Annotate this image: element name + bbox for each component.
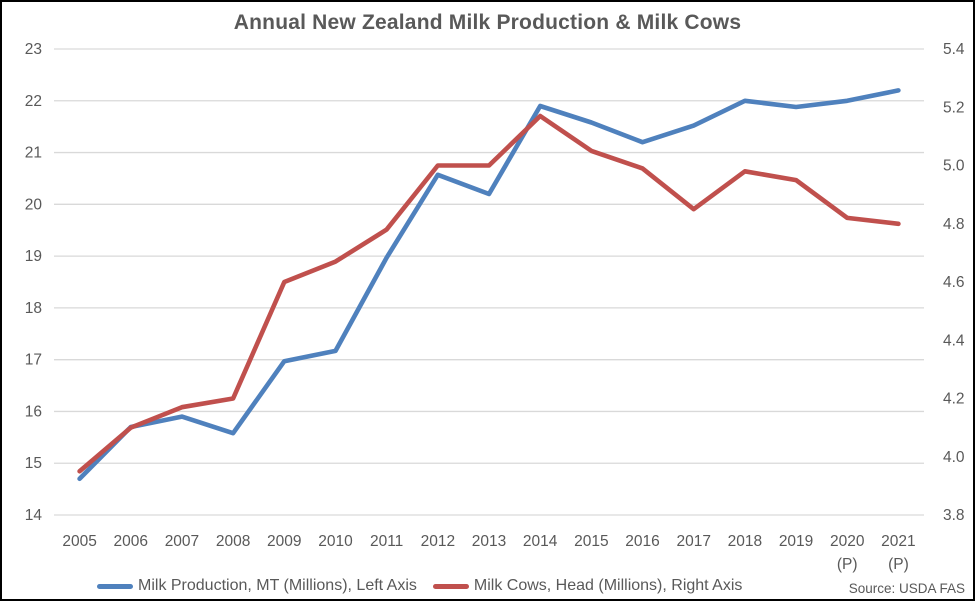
x-axis-sublabel-projected: (P)	[888, 556, 909, 573]
left-axis-tick-label: 14	[25, 507, 43, 524]
chart-title: Annual New Zealand Milk Production & Mil…	[233, 11, 742, 34]
x-axis-label: 2010	[318, 533, 353, 550]
milk-production-line-swatch	[97, 583, 133, 589]
x-axis-label: 2013	[472, 533, 506, 550]
x-axis-label: 2018	[728, 533, 762, 550]
x-axis-label: 2009	[267, 533, 301, 550]
x-axis-label: 2019	[779, 533, 813, 550]
legend: Milk Production, MT (Millions), Left Axi…	[97, 577, 742, 595]
series-line-milk-production	[77, 88, 901, 482]
x-axis-label: 2015	[574, 533, 608, 550]
right-axis-tick-label: 4.0	[943, 449, 965, 466]
right-axis-tick-label: 4.2	[943, 391, 965, 408]
x-axis-label: 2011	[370, 533, 403, 550]
x-axis-label: 2007	[165, 533, 199, 550]
right-axis-tick-label: 3.8	[943, 507, 965, 524]
x-axis-label: 2012	[421, 533, 455, 550]
left-axis-tick-label: 17	[25, 352, 42, 369]
right-axis-tick-label: 5.0	[943, 158, 965, 175]
left-axis-tick-label: 21	[25, 145, 42, 162]
x-axis-label: 2005	[62, 533, 96, 550]
x-axis-label: 2006	[114, 533, 148, 550]
x-axis-label: 2021	[881, 533, 915, 550]
legend-item-milk-production: Milk Production, MT (Millions), Left Axi…	[97, 577, 417, 595]
x-axis-label: 2020	[830, 533, 865, 550]
right-axis-tick-label: 4.4	[943, 332, 965, 349]
x-axis-label: 2014	[523, 533, 558, 550]
legend-item-milk-cows: Milk Cows, Head (Millions), Right Axis	[432, 577, 743, 595]
right-axis-tick-label: 4.8	[943, 216, 965, 233]
legend-label-milk-cows: Milk Cows, Head (Millions), Right Axis	[473, 577, 743, 594]
left-axis-tick-label: 23	[25, 41, 42, 58]
left-axis-tick-label: 22	[25, 93, 42, 110]
legend-label-milk-production: Milk Production, MT (Millions), Left Axi…	[138, 577, 417, 594]
left-axis-tick-label: 16	[25, 403, 42, 420]
left-axis-tick-label: 20	[25, 196, 43, 213]
left-axis-tick-label: 18	[25, 300, 42, 317]
source-note: Source: USDA FAS	[848, 581, 965, 596]
right-axis-tick-label: 5.4	[943, 41, 965, 58]
x-axis-label: 2017	[676, 533, 710, 550]
right-axis-tick-label: 4.6	[943, 274, 965, 291]
series-line-milk-cows	[77, 113, 901, 474]
x-axis-label: 2008	[216, 533, 250, 550]
left-axis-tick-label: 15	[25, 455, 42, 472]
milk-cows-line-swatch	[432, 583, 469, 589]
right-axis-tick-label: 5.2	[943, 99, 965, 116]
left-axis-tick-label: 19	[25, 248, 42, 265]
x-axis-label: 2016	[625, 533, 659, 550]
x-axis-sublabel-projected: (P)	[837, 556, 858, 573]
